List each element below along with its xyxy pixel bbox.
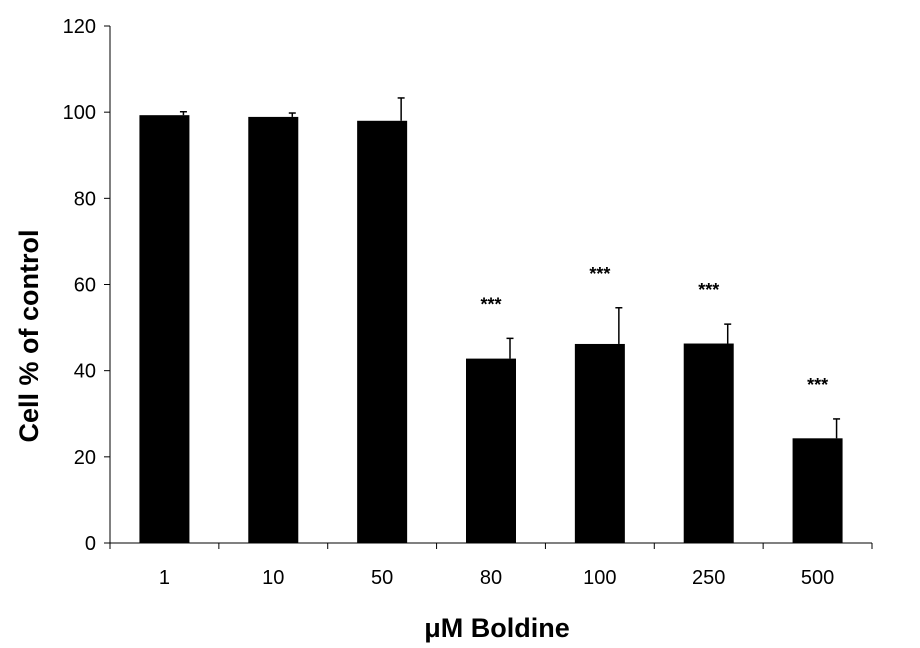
plot-area: 0 20 40 60 80 100 120 1 10 50 80 *** 100 *** 250 *** 500… [63,16,873,589]
y-tick-label: 80 [74,188,96,210]
x-tick-label: 80 [480,567,502,589]
y-tick-label: 120 [63,16,96,38]
y-tick-label: 40 [74,361,96,383]
significance-label: *** [807,375,828,395]
bar [248,116,299,544]
bar [683,343,734,543]
x-tick-label: 10 [262,567,284,589]
x-tick-label: 1 [159,567,170,589]
x-tick-label: 100 [583,567,616,589]
bar [466,358,516,543]
x-tick-label: 50 [371,567,393,589]
y-tick-label: 0 [85,533,96,555]
significance-label: *** [589,264,610,284]
y-tick-label: 60 [74,275,96,297]
x-tick-label: 250 [692,567,725,589]
significance-label: *** [480,294,501,314]
x-axis-title: μM Boldine [424,613,570,643]
x-tick-label: 500 [801,567,834,589]
y-tick-label: 100 [63,102,96,124]
bar [574,343,625,543]
bar [139,115,190,544]
y-tick-label: 20 [74,447,96,469]
bar [792,438,843,543]
significance-label: *** [698,280,719,300]
bar [357,120,408,544]
y-axis-title: Cell % of control [14,229,44,442]
